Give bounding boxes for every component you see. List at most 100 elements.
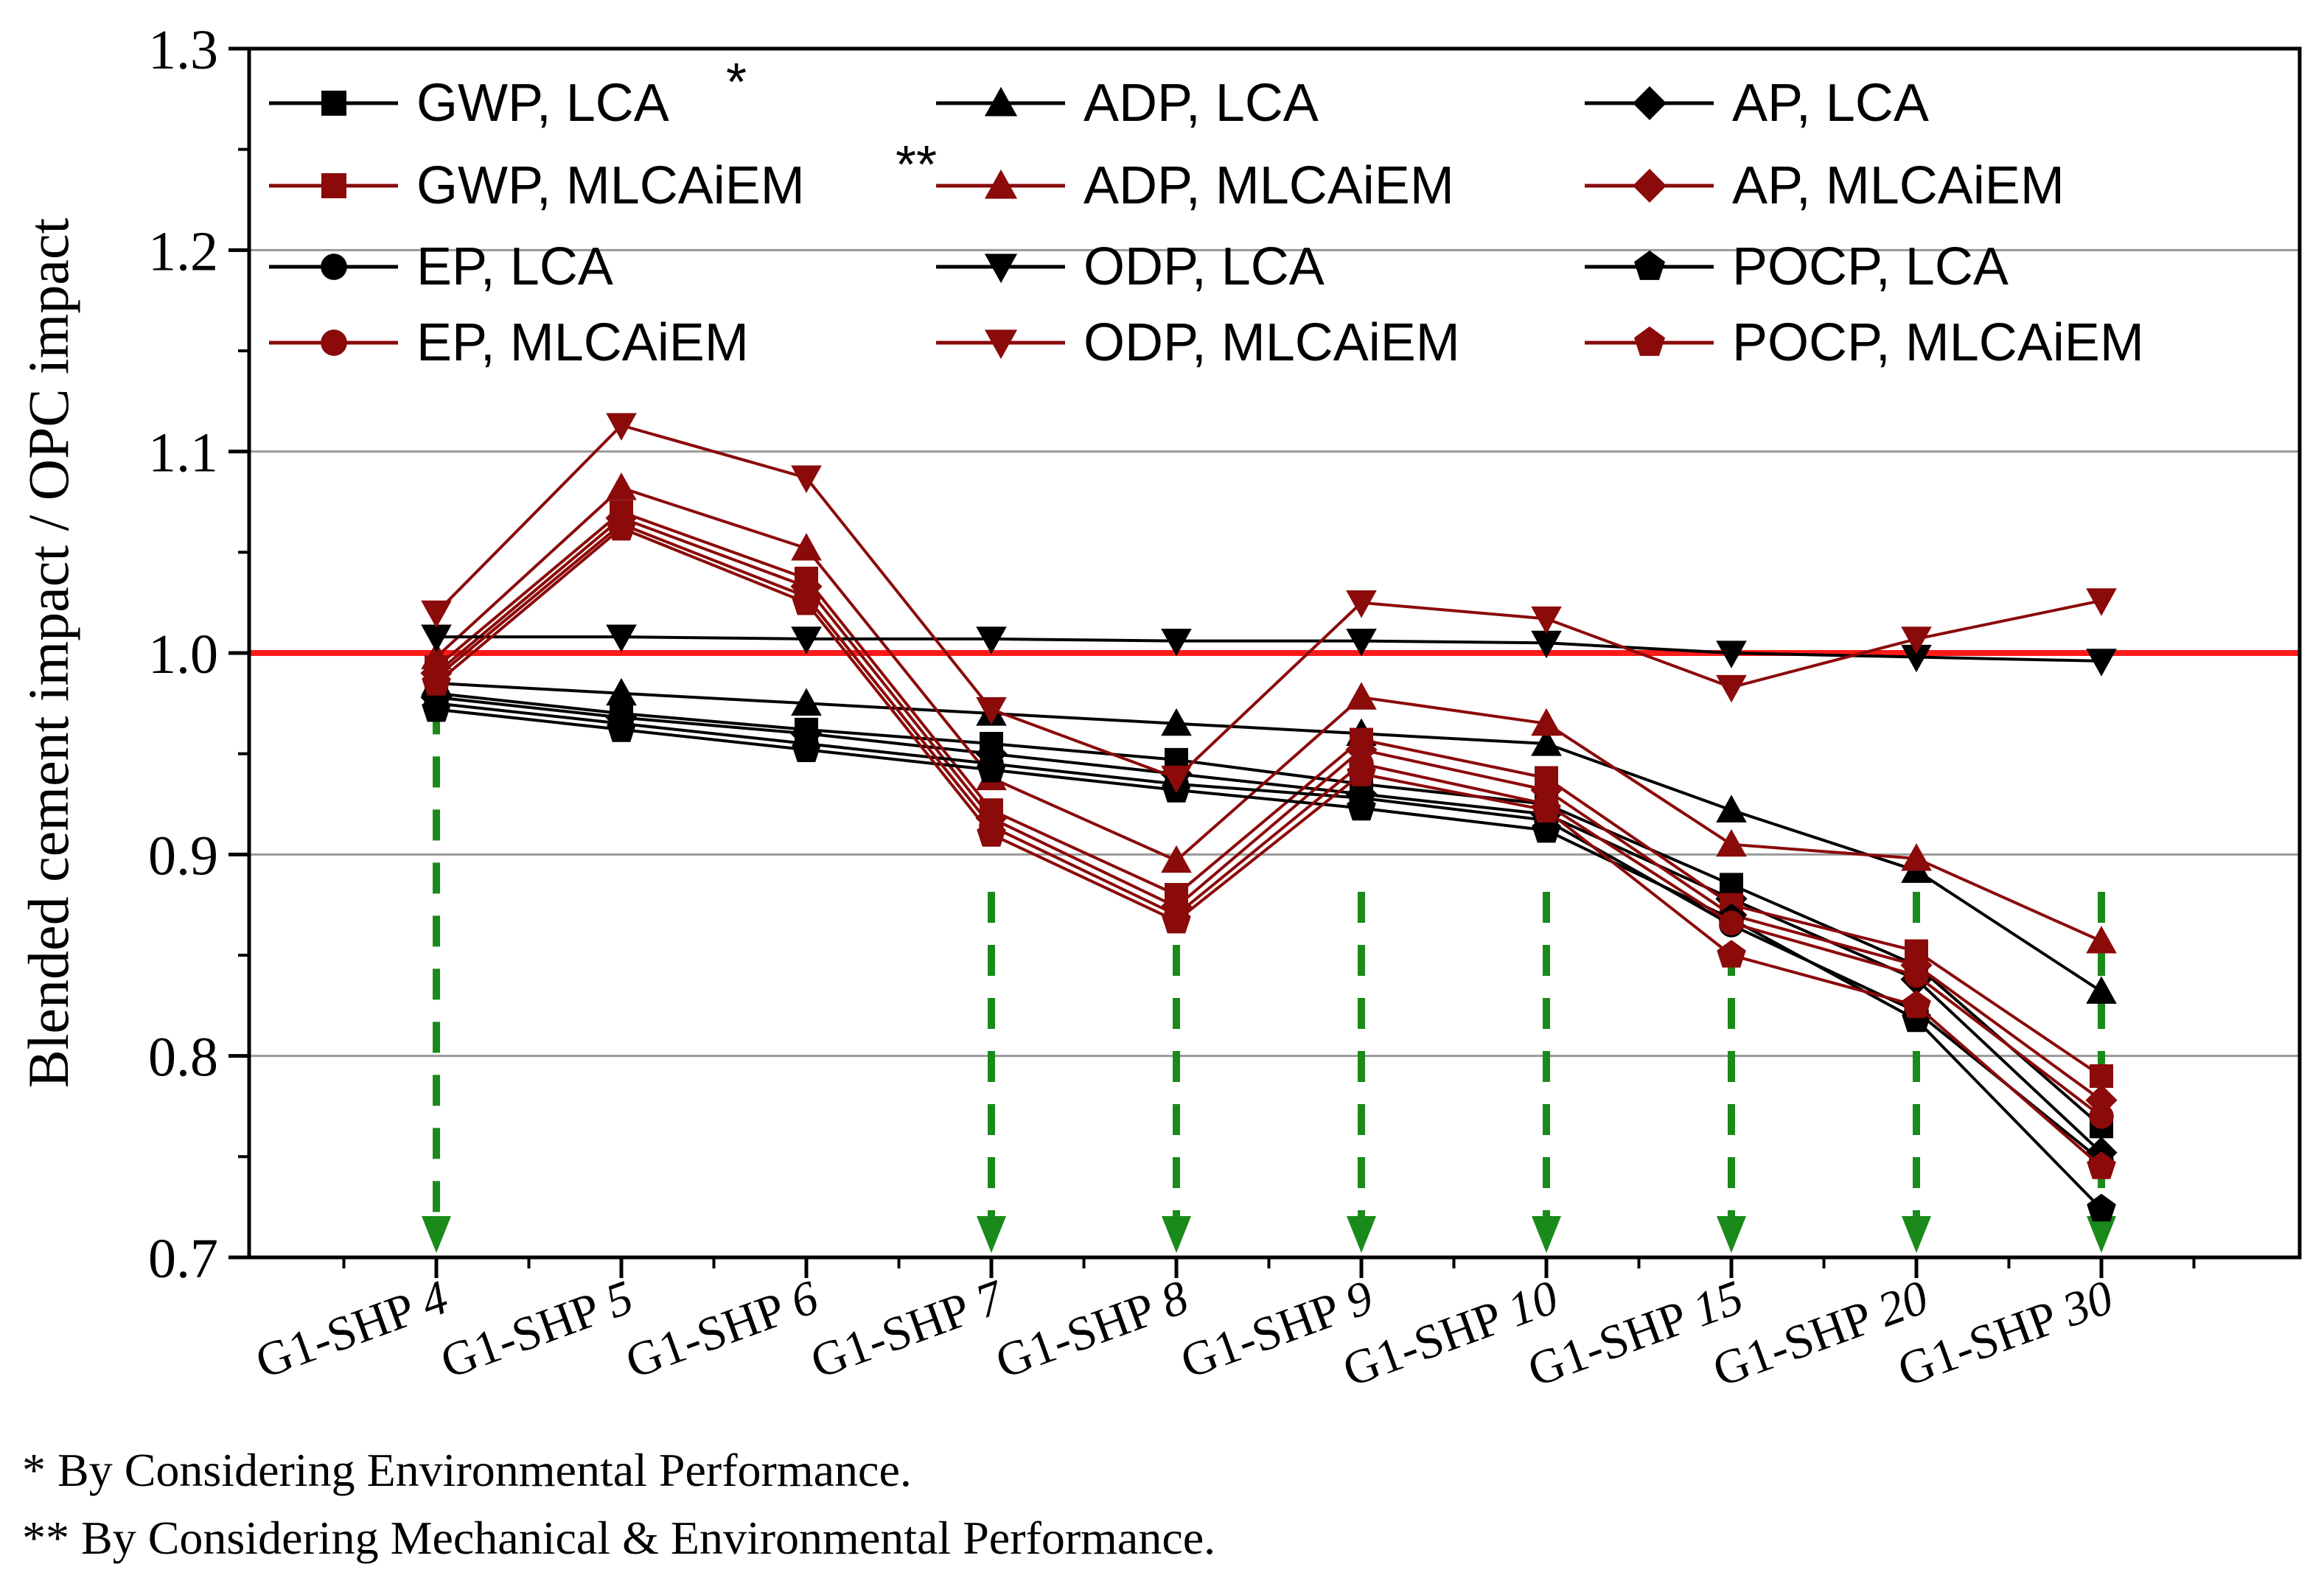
legend-item-6: EP, LCA: [269, 237, 613, 296]
guide-arrow-head-2: [1162, 1216, 1191, 1253]
legend-item-3: GWP, MLCAiEM **: [269, 136, 937, 215]
series-line-4: [435, 486, 2102, 943]
y-tick-label-3: 1.0: [148, 624, 218, 685]
legend-marker-10: [984, 329, 1018, 360]
point-9-8: [1904, 963, 1929, 988]
point-7-0: [421, 624, 452, 652]
legend-item-1: ADP, LCA: [936, 74, 1319, 133]
series-4: [421, 472, 2117, 954]
legend-item-4: ADP, MLCAiEM: [936, 156, 1454, 215]
point-8-1: [607, 714, 636, 742]
point-10-1: [606, 413, 637, 441]
point-8-3: [977, 754, 1006, 783]
legend-marker-4: [984, 169, 1018, 199]
x-tick-label-base-2: G1-SHP: [619, 1279, 802, 1389]
legend-marker-6: [321, 254, 347, 280]
point-4-5: [1346, 682, 1377, 710]
legend: GWP, LCA * ADP, LCA AP, LCA GWP, MLCAiEM ** AD…: [269, 53, 2144, 372]
legend-label-7: ODP, LCA: [1084, 237, 1325, 296]
point-1-1: [606, 677, 637, 706]
legend-note-3: **: [896, 136, 937, 195]
point-4-2: [791, 533, 822, 561]
point-10-4: [1161, 765, 1192, 794]
series-line-1: [436, 682, 2103, 993]
legend-item-7: ODP, LCA: [936, 237, 1325, 296]
point-10-3: [976, 696, 1007, 725]
point-11-2: [792, 587, 821, 615]
point-7-3: [976, 626, 1007, 654]
point-1-7: [1716, 795, 1747, 823]
legend-label-9: EP, MLCAiEM: [416, 313, 749, 372]
legend-marker-0: [321, 91, 346, 116]
point-10-7: [1716, 674, 1747, 703]
point-10-0: [421, 600, 452, 629]
legend-label-6: EP, LCA: [416, 237, 613, 296]
point-1-4: [1161, 708, 1192, 736]
x-tick-label-base-3: G1-SHP: [804, 1279, 987, 1389]
legend-label-3: GWP, MLCAiEM: [416, 156, 805, 215]
grid-lines: [249, 248, 2300, 1058]
point-7-4: [1161, 628, 1192, 657]
point-8-0: [422, 694, 451, 722]
point-8-2: [792, 734, 821, 762]
x-tick-label-4: G1-SHP 8: [989, 1270, 1195, 1389]
point-3-9: [2090, 1064, 2113, 1088]
point-11-0: [422, 668, 451, 696]
point-10-6: [1531, 606, 1562, 635]
point-4-7: [1716, 828, 1747, 857]
guide-arrow-head-6: [1902, 1216, 1931, 1253]
y-tick-label-6: 1.3: [148, 19, 218, 81]
legend-label-0: GWP, LCA: [416, 74, 669, 133]
point-7-2: [791, 626, 822, 654]
y-tick-label-4: 1.1: [148, 422, 218, 484]
y-tick-label-2: 0.9: [148, 825, 218, 887]
x-tick-label-base-0: G1-SHP: [249, 1279, 432, 1389]
axes: 0.70.80.91.01.11.21.3G1-SHP 4G1-SHP 5G1-…: [148, 19, 2196, 1397]
series-3: [425, 500, 2113, 1088]
point-4-8: [1901, 843, 1932, 871]
point-7-5: [1346, 628, 1377, 657]
footnote-single-asterisk: * By Considering Environmental Performan…: [22, 1444, 912, 1496]
point-11-8: [1902, 990, 1931, 1019]
series-11: [422, 512, 2116, 1179]
point-4-9: [2086, 926, 2117, 954]
x-tick-label-7: G1-SHP 15: [1521, 1270, 1750, 1397]
point-8-5: [1347, 792, 1376, 821]
series-line-5: [435, 516, 2103, 1102]
point-9-7: [1719, 910, 1744, 936]
y-tick-label-5: 1.2: [148, 220, 218, 282]
legend-marker-8: [1634, 250, 1665, 280]
series-2: [420, 681, 2118, 1169]
point-11-3: [977, 819, 1006, 847]
point-8-9: [2087, 1193, 2116, 1222]
series-line-10: [435, 423, 2102, 780]
legend-label-5: AP, MLCAiEM: [1732, 156, 2065, 215]
x-tick-label-base-5: G1-SHP: [1174, 1279, 1357, 1389]
legend-item-10: ODP, MLCAiEM: [936, 313, 1460, 372]
point-4-0: [421, 641, 452, 670]
series-line-3: [435, 510, 2103, 1078]
y-axis-title: Blended cement impact / OPC impact: [16, 217, 80, 1088]
series-10: [421, 413, 2117, 794]
point-11-6: [1532, 795, 1561, 823]
point-1-6: [1531, 728, 1562, 756]
series-7: [421, 624, 2117, 677]
point-11-5: [1347, 758, 1376, 786]
series-line-2: [436, 696, 2103, 1154]
legend-item-11: POCP, MLCAiEM: [1585, 313, 2144, 372]
series-line-0: [436, 691, 2103, 1128]
legend-marker-3: [321, 173, 346, 198]
x-tick-label-0: G1-SHP 4: [249, 1270, 455, 1389]
guide-arrow-head-1: [977, 1216, 1006, 1253]
guide-arrow-head-7: [2087, 1216, 2116, 1253]
y-tick-label-0: 0.7: [148, 1228, 218, 1290]
point-7-8: [1901, 644, 1932, 673]
legend-marker-2: [1633, 86, 1667, 120]
point-7-6: [1531, 630, 1562, 659]
series-5: [420, 502, 2118, 1117]
x-tick-label-6: G1-SHP 10: [1336, 1270, 1565, 1397]
point-11-1: [607, 512, 636, 541]
guide-arrows: [422, 703, 2116, 1253]
point-11-7: [1717, 940, 1746, 968]
